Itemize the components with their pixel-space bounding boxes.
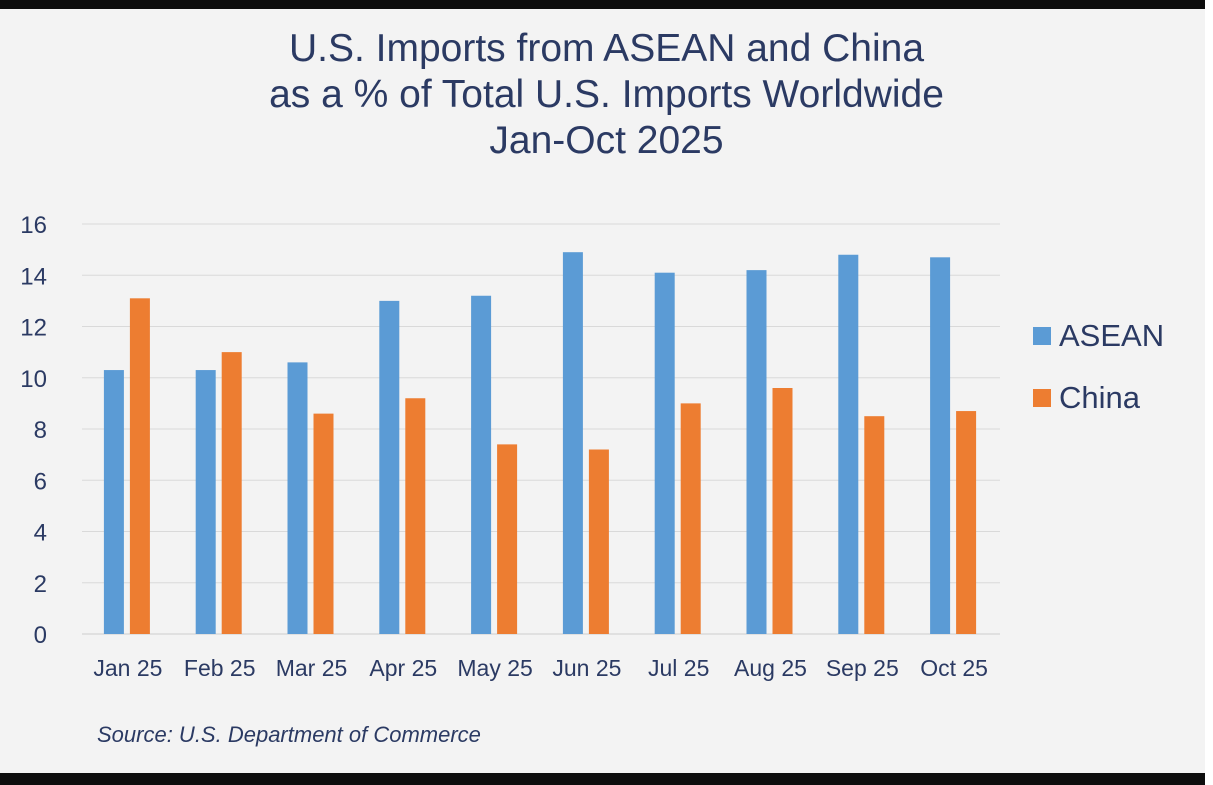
bar-china-feb-25 <box>221 352 242 634</box>
bar-asean-sep-25 <box>838 254 859 634</box>
source-note: Source: U.S. Department of Commerce <box>97 722 481 747</box>
legend: ASEAN China <box>1033 316 1164 440</box>
chart-title-line-2: as a % of Total U.S. Imports Worldwide <box>269 73 944 116</box>
x-tick-label-may-25: May 25 <box>457 655 532 681</box>
y-tick-label-14: 14 <box>20 263 47 290</box>
y-tick-label-2: 2 <box>34 571 47 598</box>
legend-label-china: China <box>1059 380 1140 415</box>
chart-title-line-3: Jan-Oct 2025 <box>489 119 724 162</box>
legend-swatch-asean <box>1033 327 1051 345</box>
bar-asean-jan-25 <box>103 370 124 634</box>
bar-asean-jul-25 <box>654 272 675 634</box>
y-tick-label-12: 12 <box>20 315 47 342</box>
bar-china-jul-25 <box>680 403 701 634</box>
bar-china-apr-25 <box>405 398 426 634</box>
bar-asean-feb-25 <box>195 370 216 634</box>
y-tick-label-16: 16 <box>20 212 47 239</box>
bar-asean-may-25 <box>471 295 492 634</box>
bar-china-sep-25 <box>864 416 885 634</box>
bar-asean-apr-25 <box>379 300 400 634</box>
bar-asean-mar-25 <box>287 362 308 634</box>
y-tick-label-10: 10 <box>20 366 47 393</box>
y-tick-label-6: 6 <box>34 468 47 495</box>
x-tick-label-jul-25: Jul 25 <box>648 655 709 681</box>
x-tick-label-feb-25: Feb 25 <box>184 655 256 681</box>
bar-china-oct-25 <box>956 411 977 634</box>
chart-title-line-1: U.S. Imports from ASEAN and China <box>288 27 925 70</box>
bar-china-aug-25 <box>772 388 793 634</box>
bar-asean-aug-25 <box>746 270 767 634</box>
top-border <box>0 0 1213 9</box>
y-tick-label-0: 0 <box>34 622 47 649</box>
y-tick-label-4: 4 <box>34 520 47 547</box>
x-tick-label-jan-25: Jan 25 <box>93 655 162 681</box>
bar-asean-jun-25 <box>562 252 583 634</box>
y-tick-label-8: 8 <box>34 417 47 444</box>
bar-china-jun-25 <box>588 449 609 634</box>
legend-item-china: China <box>1033 378 1164 418</box>
x-tick-label-jun-25: Jun 25 <box>552 655 621 681</box>
bottom-border <box>0 773 1213 785</box>
legend-item-asean: ASEAN <box>1033 316 1164 356</box>
legend-label-asean: ASEAN <box>1059 318 1165 353</box>
x-tick-label-oct-25: Oct 25 <box>920 655 988 681</box>
x-tick-label-mar-25: Mar 25 <box>276 655 348 681</box>
bar-asean-oct-25 <box>930 257 951 634</box>
bar-china-jan-25 <box>129 298 150 634</box>
x-tick-label-aug-25: Aug 25 <box>734 655 807 681</box>
bar-china-may-25 <box>497 444 518 634</box>
bar-china-mar-25 <box>313 413 334 634</box>
right-edge <box>1205 0 1213 785</box>
legend-swatch-china <box>1033 389 1051 407</box>
x-tick-label-sep-25: Sep 25 <box>826 655 899 681</box>
chart-title: U.S. Imports from ASEAN and China as a %… <box>0 26 1213 164</box>
x-tick-label-apr-25: Apr 25 <box>369 655 437 681</box>
